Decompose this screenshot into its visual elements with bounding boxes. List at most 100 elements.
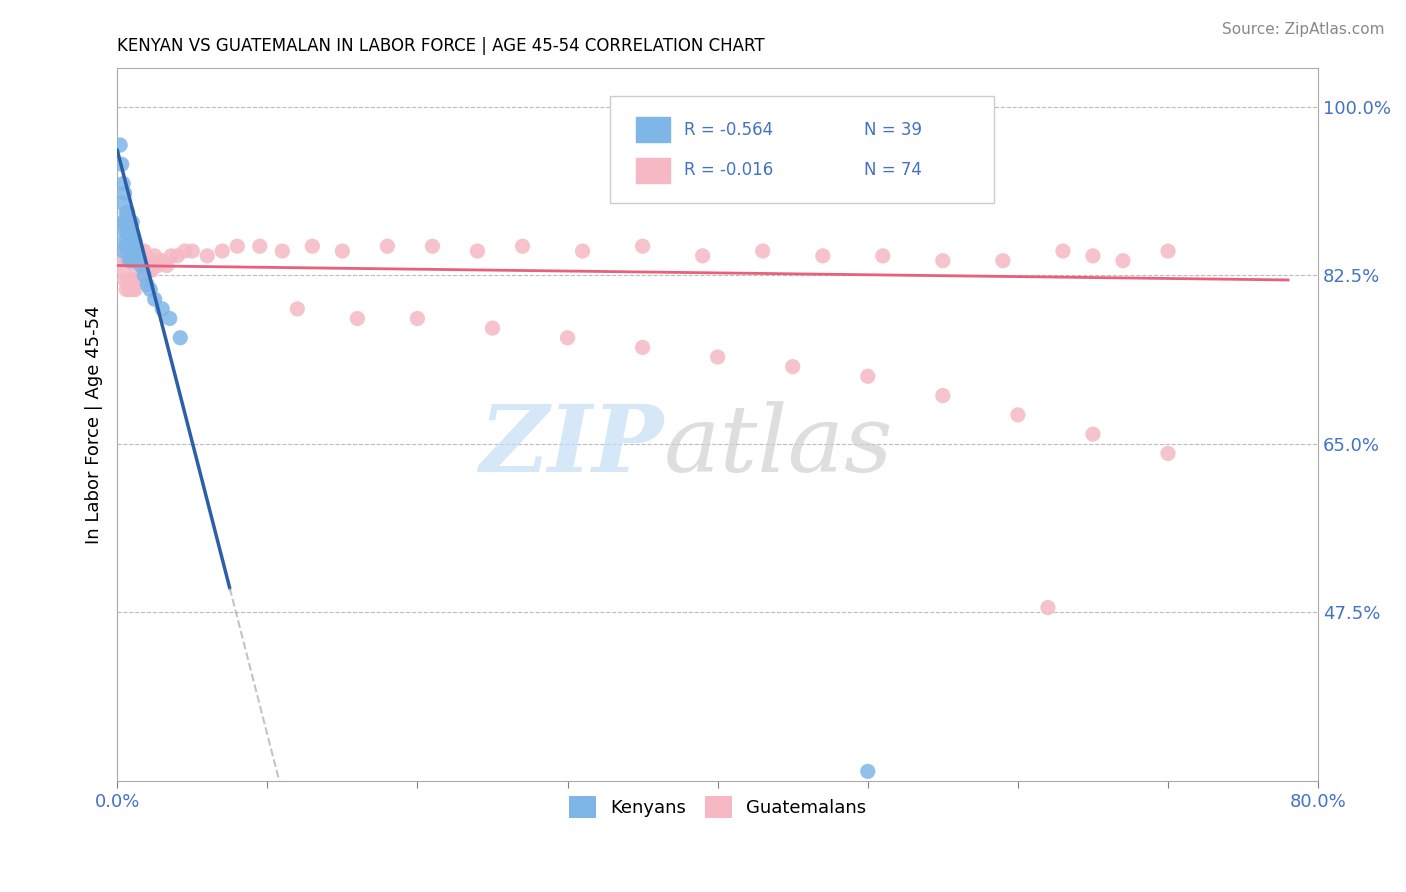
Point <box>932 253 955 268</box>
Point <box>111 195 134 210</box>
Point <box>226 239 249 253</box>
Point <box>160 249 183 263</box>
Point <box>139 283 162 297</box>
Point <box>122 229 145 244</box>
Point <box>118 283 141 297</box>
Point <box>120 244 142 258</box>
Point <box>117 225 139 239</box>
Point <box>1081 427 1104 442</box>
Point <box>150 253 173 268</box>
Point <box>128 253 150 268</box>
Point <box>706 350 728 364</box>
Point <box>156 259 179 273</box>
Point <box>166 249 188 263</box>
Point <box>112 177 135 191</box>
Point <box>346 311 368 326</box>
Point <box>991 253 1014 268</box>
Point <box>115 283 138 297</box>
Point <box>1157 244 1180 258</box>
Point <box>571 244 593 258</box>
Point <box>115 253 138 268</box>
Point <box>129 253 152 268</box>
Point <box>125 244 148 258</box>
Text: R = -0.564: R = -0.564 <box>685 120 773 138</box>
Point <box>115 205 138 219</box>
Point <box>173 244 195 258</box>
Point <box>377 239 399 253</box>
Point <box>120 225 142 239</box>
Point <box>117 239 139 253</box>
Point <box>181 244 204 258</box>
Point <box>169 331 191 345</box>
Point <box>124 235 146 249</box>
Point <box>512 239 534 253</box>
Point <box>127 249 149 263</box>
Point <box>782 359 804 374</box>
FancyBboxPatch shape <box>610 96 994 203</box>
Point <box>125 263 148 277</box>
Point <box>301 239 323 253</box>
Point <box>631 340 654 354</box>
Point <box>557 331 579 345</box>
Point <box>115 239 138 253</box>
Point <box>141 263 163 277</box>
Text: atlas: atlas <box>664 401 893 491</box>
Bar <box>636 117 669 143</box>
Point <box>111 253 134 268</box>
Y-axis label: In Labor Force | Age 45-54: In Labor Force | Age 45-54 <box>86 305 103 544</box>
Point <box>112 263 135 277</box>
Point <box>406 311 429 326</box>
Point <box>122 253 145 268</box>
Point <box>136 277 159 292</box>
Point <box>114 235 136 249</box>
Point <box>117 273 139 287</box>
Point <box>121 253 143 268</box>
Point <box>631 239 654 253</box>
Point <box>118 253 141 268</box>
Point <box>124 283 146 297</box>
Text: N = 74: N = 74 <box>865 161 922 179</box>
Point <box>114 273 136 287</box>
Point <box>1081 249 1104 263</box>
Point <box>139 253 162 268</box>
Point <box>481 321 503 335</box>
Point <box>146 259 169 273</box>
Point <box>112 244 135 258</box>
Point <box>1036 600 1059 615</box>
Point <box>128 244 150 258</box>
Point <box>134 244 156 258</box>
Text: Source: ZipAtlas.com: Source: ZipAtlas.com <box>1222 22 1385 37</box>
Point <box>856 764 879 779</box>
Legend: Kenyans, Guatemalans: Kenyans, Guatemalans <box>562 789 873 825</box>
Point <box>932 388 955 402</box>
Point <box>108 138 131 153</box>
Point <box>118 219 141 234</box>
Point <box>692 249 714 263</box>
Point <box>114 215 136 229</box>
Point <box>118 235 141 249</box>
Point <box>111 157 134 171</box>
Point <box>124 253 146 268</box>
Point <box>135 263 157 277</box>
Point <box>1112 253 1135 268</box>
Point <box>117 205 139 219</box>
Point <box>143 249 166 263</box>
Point <box>121 215 143 229</box>
Point <box>1007 408 1029 422</box>
Point <box>121 253 143 268</box>
Point <box>195 249 218 263</box>
Text: KENYAN VS GUATEMALAN IN LABOR FORCE | AGE 45-54 CORRELATION CHART: KENYAN VS GUATEMALAN IN LABOR FORCE | AG… <box>117 37 765 55</box>
Point <box>134 268 156 282</box>
Point <box>138 263 160 277</box>
Point <box>285 301 308 316</box>
Point <box>114 225 136 239</box>
Point <box>1052 244 1074 258</box>
Point <box>124 253 146 268</box>
Point <box>122 273 145 287</box>
Point <box>121 283 143 297</box>
Point <box>422 239 444 253</box>
Point <box>115 219 138 234</box>
Point <box>249 239 271 253</box>
Point <box>150 301 173 316</box>
Text: R = -0.016: R = -0.016 <box>685 161 773 179</box>
